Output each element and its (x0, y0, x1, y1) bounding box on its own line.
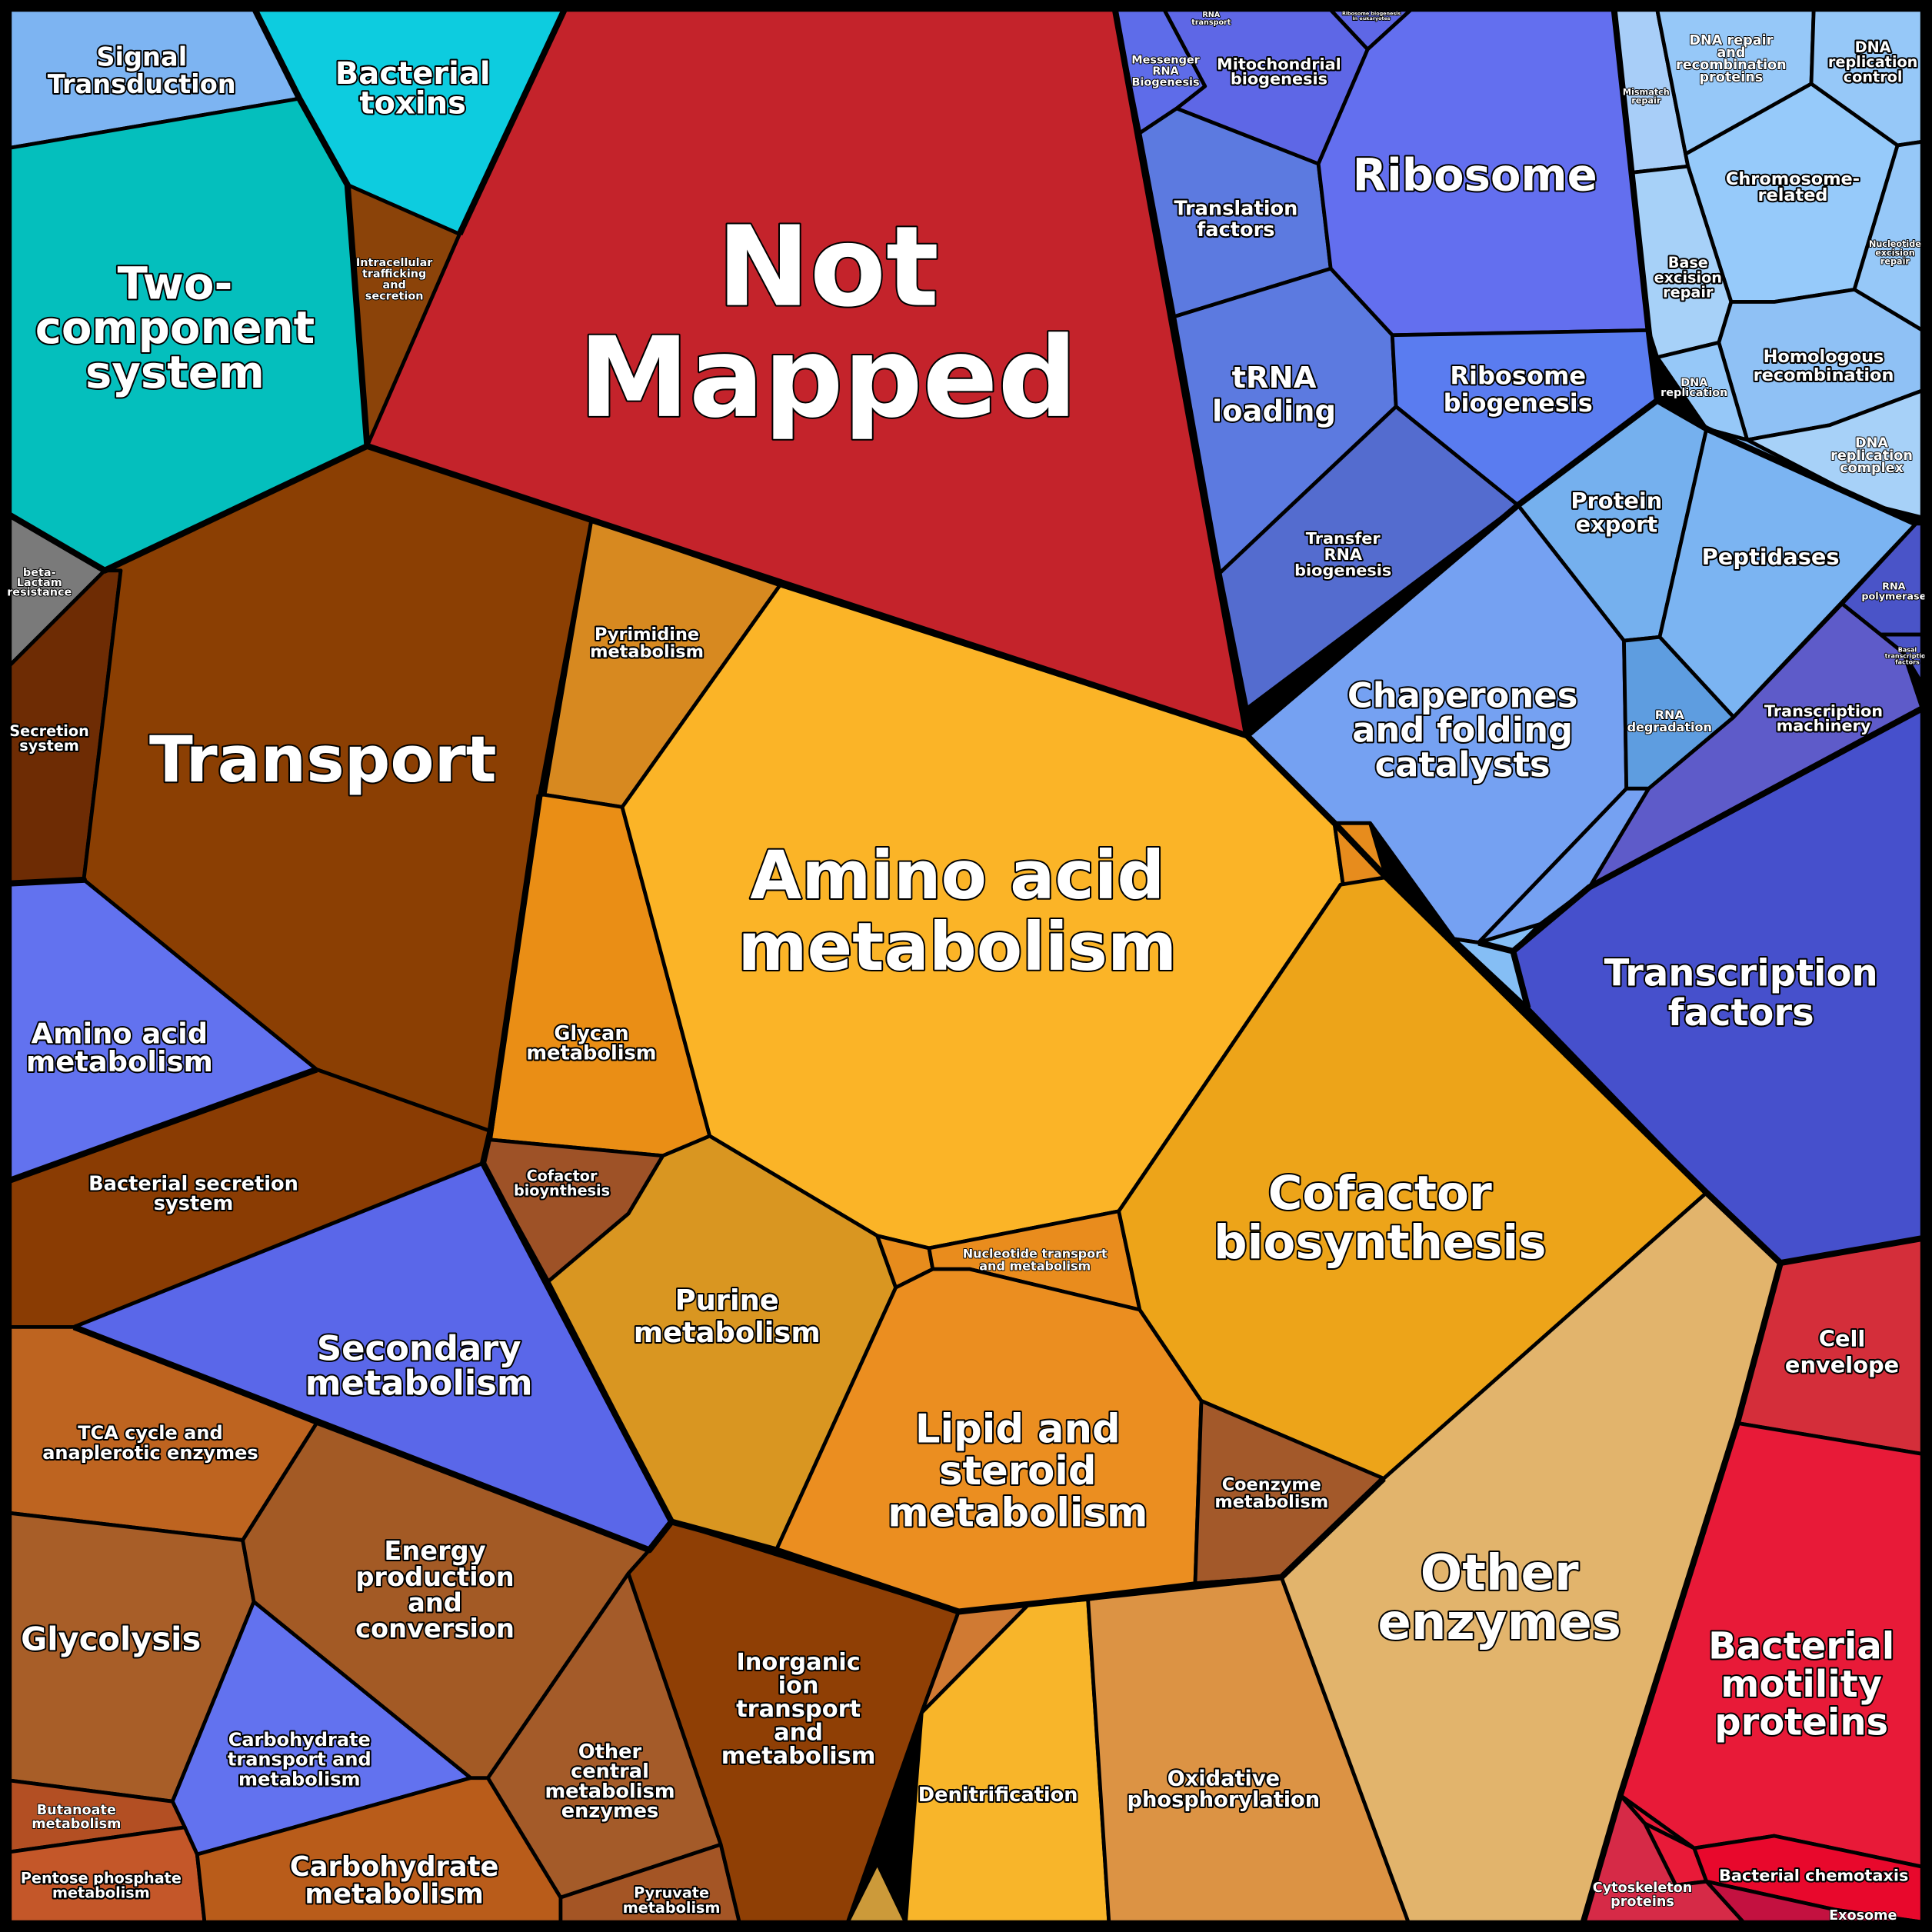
not-mapped-label: Not Mapped (579, 203, 1078, 443)
tiny-bottom-cell (845, 1860, 908, 1924)
butanoate-label: Butanoate metabolism (32, 1803, 121, 1832)
basal-transcription-label: Basal transcription factors (1885, 646, 1930, 665)
cell-envelope-label: Cell envelope (1785, 1326, 1899, 1378)
group-border-6 (456, 8, 568, 236)
dna-rep-control-label: DNA replication control (1828, 38, 1917, 85)
trna-loading-label: tRNA loading (1212, 361, 1336, 428)
cofactor-bio-big-label: Cofactor biosynthesis (1214, 1165, 1546, 1269)
group-border-9 (8, 1066, 318, 1184)
tca-cycle-label: TCA cycle and anaplerotic enzymes (42, 1422, 258, 1464)
exosome-label: Exosome (1829, 1908, 1897, 1924)
pyruvate-label: Pyruvate metabolism (623, 1884, 721, 1916)
group-border-13 (1655, 398, 1917, 527)
amino-acid-big-label: Amino acid metabolism (738, 838, 1177, 986)
cofactor-bio-small-label: Cofactor bioynthesis (514, 1167, 610, 1199)
peptidases-label: Peptidases (1702, 544, 1840, 570)
coenzyme-label: Coenzyme metabolism (1214, 1474, 1328, 1511)
energy-production-label: Energy production and conversion (355, 1536, 515, 1644)
purine-label: Purine metabolism (634, 1284, 821, 1349)
carb-transport-label: Carbohydrate transport and metabolism (228, 1729, 371, 1790)
nucleotide-excision-label: Nucleotide excision repair (1869, 239, 1921, 266)
exosome-cell (1704, 1879, 1924, 1924)
dna-rep-complex-label: DNA replication complex (1830, 436, 1913, 476)
other-enzymes-label: Other enzymes (1377, 1545, 1621, 1651)
ribosome-biogenesis-label: Ribosome biogenesis (1444, 361, 1593, 418)
homologous-label: Homologous recombination (1754, 347, 1894, 385)
mitochondrial-label: Mitochondrial biogenesis (1217, 55, 1341, 88)
chaperones-label: Chaperones and folding catalysts (1347, 675, 1578, 784)
lipid-label: Lipid and steroid metabolism (888, 1406, 1148, 1536)
ribosome-label: Ribosome (1353, 148, 1597, 201)
group-border-4 (1580, 1190, 1784, 1924)
group-border-11 (671, 1476, 1386, 1615)
rna-degradation-label: RNA degradation (1627, 708, 1712, 734)
two-component-system-label: Two-component system (35, 257, 315, 398)
ribosome-tiny-label: Ribosome biogenesis in eukaryotes (1342, 11, 1401, 22)
messenger-rna-label: Messenger RNA Biogenesis (1131, 55, 1200, 89)
base-excision-label: Base excision repair (1654, 254, 1722, 301)
chromosome-label: Chromosome-related (1726, 169, 1860, 205)
cytoskeleton-label: Cytoskeleton proteins (1593, 1880, 1693, 1910)
beta-lactam-resistance-label: beta-Lactam resistance (7, 567, 72, 599)
signal-transduction-label: Signal Transduction (48, 42, 236, 98)
group-border-10 (480, 794, 543, 1164)
secretion-system-label: Secretion system (9, 722, 88, 754)
transcription-machinery-label: Transcription machinery (1764, 701, 1883, 734)
group-border-5 (8, 8, 371, 574)
nucleotide-transport-label: Nucleotide transport and metabolism (963, 1246, 1108, 1273)
bacterial-secretion-label: Bacterial secretion system (88, 1173, 298, 1216)
rna-degradation-cell (1622, 635, 1736, 791)
group-border-8 (72, 1161, 675, 1554)
group-border-3 (1511, 705, 1924, 954)
transport-label: Transport (149, 721, 497, 796)
transcription-factors-label: Transcription factors (1604, 952, 1878, 1034)
mismatch-repair-label: Mismatch repair (1623, 87, 1670, 105)
pentose-phosphate-label: Pentose phosphate metabolism (21, 1869, 182, 1901)
bacterial-toxins-label: Bacterial toxins (335, 56, 491, 121)
group-border-12 (1477, 939, 1531, 1009)
translation-factors-label: Translation factors (1174, 198, 1297, 242)
oxidative-label: Oxidative phosphorylation (1128, 1767, 1321, 1811)
rna-polymerase-label: RNA polymerase (1861, 581, 1926, 602)
bacterial-chemotaxis-label: Bacterial chemotaxis (1719, 1866, 1908, 1884)
dna-repair-label: DNA repair and recombination proteins (1676, 33, 1787, 85)
other-central-label: Other central metabolism enzymes (545, 1740, 675, 1823)
group-border-7 (9, 876, 87, 887)
carb-metabolism-label: Carbohydrate metabolism (290, 1851, 499, 1910)
denitrification-label: Denitrification (918, 1784, 1078, 1807)
transfer-rna-label: Transfer RNA biogenesis (1294, 529, 1391, 580)
amino-acid-small-label: Amino acid metabolism (26, 1017, 213, 1078)
pyrimidine-label: Pyrimidine metabolism (590, 625, 704, 661)
bacterial-motility-label: Bacterial motility proteins (1708, 1624, 1894, 1744)
protein-export-label: Protein export (1571, 488, 1662, 537)
glycan-label: Glycan metabolism (526, 1022, 656, 1065)
secondary-metabolism-label: Secondary metabolism (305, 1327, 533, 1403)
group-border-0 (366, 443, 1248, 739)
inorganic-ion-label: Inorganic ion transport and metabolism (721, 1649, 876, 1770)
glycolysis-label: Glycolysis (21, 1620, 201, 1657)
dna-replication-label: DNA replication (1661, 377, 1727, 399)
intracellular-trafficking-label: Intracellular trafficking and secretion (356, 257, 433, 302)
rna-transport-label: RNA transport (1191, 11, 1231, 27)
